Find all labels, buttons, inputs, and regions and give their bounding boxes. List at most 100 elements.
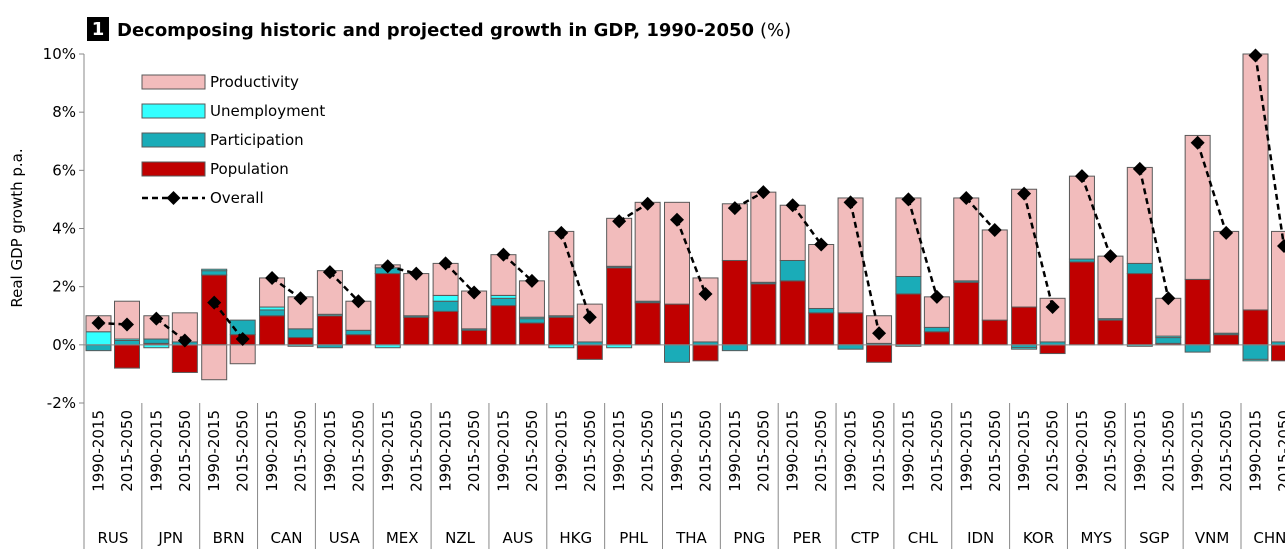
overall-marker [293, 291, 308, 306]
x-tick-label: 2015-2050 [465, 410, 483, 492]
overall-marker [524, 273, 539, 288]
x-tick-label: 2015-2050 [118, 410, 136, 492]
y-tick-label: 8% [52, 103, 76, 121]
legend-swatch [141, 103, 206, 119]
bar-segment [1011, 347, 1038, 350]
group-label: MEX [386, 529, 419, 547]
x-tick-label: 2015-2050 [581, 410, 599, 492]
bar-segment [634, 302, 661, 346]
x-tick-label: 1990-2015 [147, 410, 165, 492]
overall-marker [120, 317, 134, 332]
legend-swatch [141, 74, 206, 90]
bar-segment [287, 337, 314, 346]
x-tick-label: 1990-2015 [957, 410, 975, 492]
group-label: MYS [1081, 529, 1113, 547]
bar-segment [634, 201, 661, 302]
overall-line [1196, 142, 1228, 234]
bar-segment [403, 316, 430, 346]
group-label: USA [329, 529, 361, 547]
overall-marker [467, 285, 482, 300]
bar-segment [1184, 344, 1211, 353]
bar-segment [750, 283, 777, 346]
x-tick-label: 2015-2050 [639, 410, 657, 492]
bar-segment [345, 334, 372, 346]
overall-marker [929, 289, 944, 304]
y-tick-label: 2% [52, 278, 76, 296]
group-label: VNM [1195, 529, 1229, 547]
bar-segment [576, 344, 603, 360]
group-label: HKG [559, 529, 592, 547]
bar-segment [721, 344, 748, 352]
y-tick-label: 4% [52, 220, 76, 238]
bar-segment [692, 277, 719, 343]
overall-marker [1161, 291, 1176, 306]
y-tick-label: -2% [47, 394, 76, 412]
bar-segment [923, 326, 950, 333]
overall-marker [409, 266, 424, 281]
legend-marker [166, 191, 181, 205]
x-tick-label: 1990-2015 [1189, 410, 1207, 492]
overall-marker [843, 195, 858, 210]
bar-segment [837, 312, 864, 346]
group-label: KOR [1023, 529, 1054, 547]
overall-marker [814, 237, 829, 252]
overall-line [502, 253, 533, 282]
overall-marker [91, 316, 106, 331]
group-label: AUS [502, 529, 533, 547]
bar-segment [1242, 344, 1269, 360]
y-axis-label: Real GDP growth p.a. [8, 148, 26, 307]
bar-segment [85, 344, 112, 352]
bar-segment [518, 318, 545, 324]
x-tick-label: 2015-2050 [1044, 410, 1062, 492]
overall-line [329, 271, 360, 303]
x-tick-label: 2015-2050 [1217, 410, 1235, 492]
bar-segment [287, 328, 314, 339]
x-tick-label: 2015-2050 [234, 410, 252, 492]
bar-segment [837, 197, 864, 314]
overall-marker [1190, 135, 1205, 150]
bar-segment [981, 319, 1008, 346]
bar-segment [1271, 230, 1285, 343]
x-tick-label: 2015-2050 [812, 410, 830, 492]
x-tick-label: 1990-2015 [437, 410, 455, 492]
bar-segment [837, 344, 864, 350]
x-tick-label: 1990-2015 [1131, 410, 1149, 492]
x-tick-label: 1990-2015 [899, 410, 917, 492]
bar-segment [1213, 230, 1240, 334]
bar-segment [1184, 278, 1211, 346]
bar-segment [808, 243, 835, 309]
overall-marker [496, 247, 511, 262]
group-label: RUS [97, 529, 128, 547]
bar-segment [432, 294, 459, 302]
group-label: SGP [1139, 529, 1169, 547]
x-tick-label: 1990-2015 [379, 410, 397, 492]
x-tick-label: 1990-2015 [1247, 410, 1265, 492]
overall-marker [670, 212, 684, 227]
bar-segment [1126, 166, 1153, 264]
bar-segment [1126, 273, 1153, 346]
bar-segment [606, 267, 633, 346]
group-label: CTP [851, 529, 880, 547]
bar-segment [664, 344, 690, 363]
legend-label: Population [210, 160, 289, 178]
overall-marker [554, 225, 569, 240]
x-tick-label: 1990-2015 [726, 410, 744, 492]
bar-segment [1271, 344, 1285, 362]
overall-marker [727, 201, 742, 216]
y-tick-label: 0% [52, 336, 76, 354]
overall-marker [872, 326, 887, 341]
bar-segment [201, 268, 228, 272]
x-tick-label: 2015-2050 [523, 410, 541, 492]
overall-line [1080, 175, 1112, 257]
x-tick-label: 1990-2015 [610, 410, 628, 492]
bar-segment [953, 281, 980, 346]
x-tick-label: 2015-2050 [1275, 410, 1285, 492]
bar-segment [461, 329, 488, 346]
bar-segment [981, 229, 1008, 321]
overall-line [155, 317, 186, 342]
group-label: NZL [445, 529, 475, 547]
bar-segment [490, 305, 517, 346]
badge: 1 [92, 19, 105, 40]
bar-segment [201, 274, 228, 346]
overall-marker [1219, 225, 1234, 240]
